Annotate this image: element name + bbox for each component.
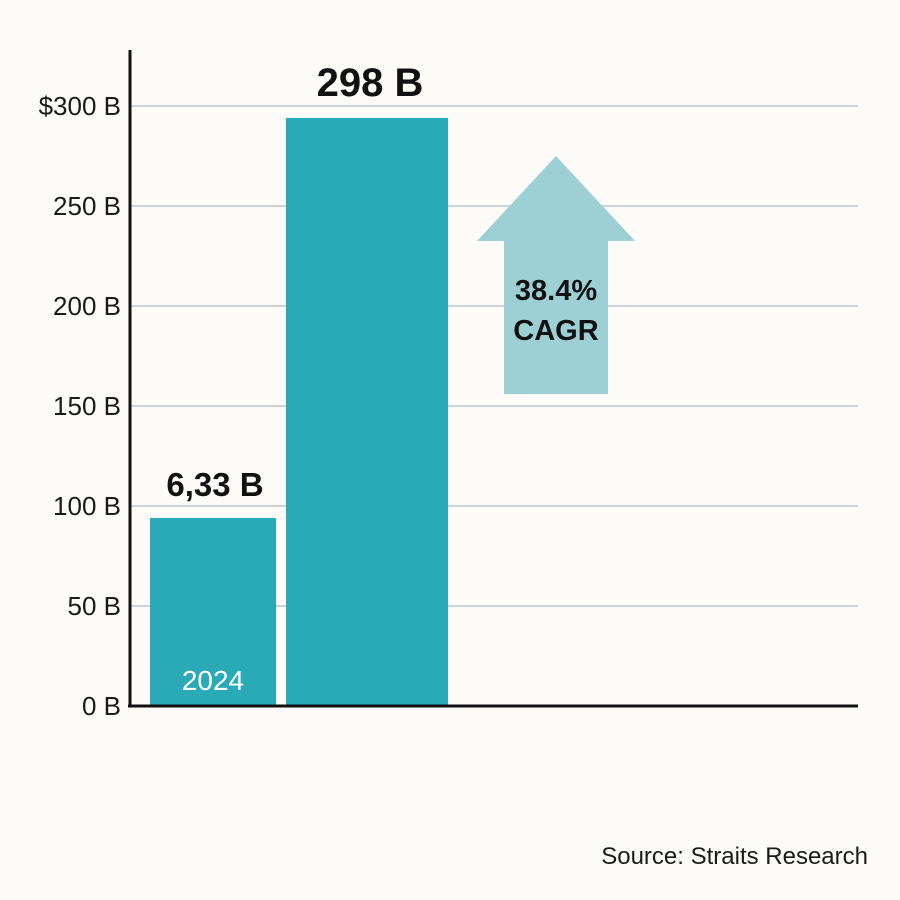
y-tick-label: 0 B [82, 691, 121, 721]
cagr-value: 38.4% [515, 275, 597, 307]
cagr-label: CAGR [513, 315, 598, 347]
bar-value-label: 298 B [317, 61, 424, 105]
source-note: Source: Straits Research [601, 843, 868, 870]
up-arrow-icon [477, 156, 635, 394]
y-axis-tick-labels: 0 B 50 B 100 B 150 B 200 B 250 B $300 B [39, 91, 121, 721]
gridlines [130, 105, 858, 607]
category-label: 2024 [182, 665, 244, 696]
y-tick-label: $300 B [39, 91, 121, 121]
bar [286, 118, 448, 706]
bar [150, 518, 276, 706]
bar-value-label: 6,33 B [166, 466, 263, 503]
y-tick-label: 200 B [53, 291, 121, 321]
y-tick-label: 250 B [53, 191, 121, 221]
y-tick-label: 150 B [53, 391, 121, 421]
y-tick-label: 100 B [53, 491, 121, 521]
cagr-annotation: 38.4% CAGR [477, 156, 635, 394]
bars: 6,33 B 2024 298 B [150, 61, 448, 706]
y-tick-label: 50 B [68, 591, 122, 621]
